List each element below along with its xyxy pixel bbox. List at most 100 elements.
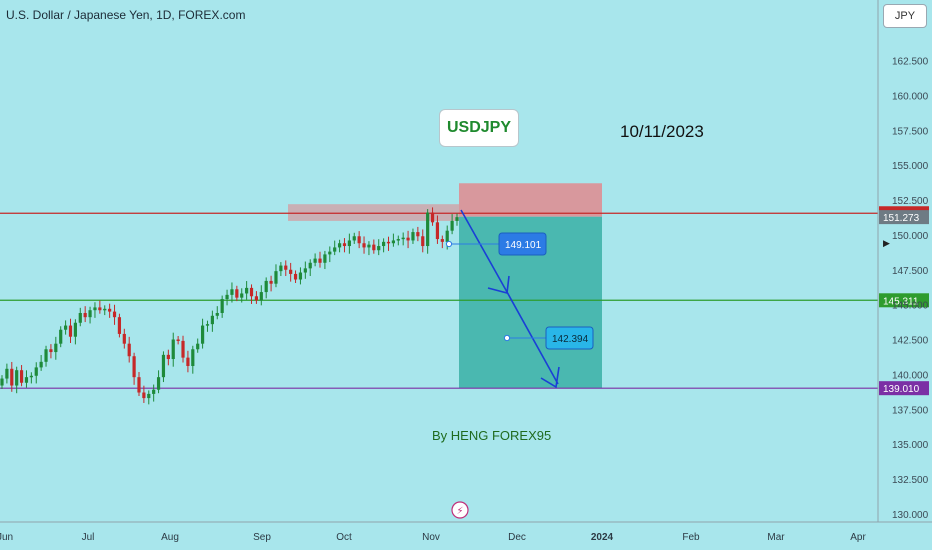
callout-label-target-2: 142.394 bbox=[552, 334, 589, 345]
candle-body bbox=[64, 325, 68, 330]
event-marker-icon bbox=[451, 501, 469, 519]
candle-body bbox=[73, 322, 77, 337]
candle-body bbox=[191, 349, 195, 367]
candle-body bbox=[34, 367, 38, 376]
candle-body bbox=[186, 357, 190, 367]
candle-body bbox=[440, 239, 444, 242]
candle-body bbox=[196, 343, 200, 350]
callout-box-target-1 bbox=[498, 232, 547, 256]
price-tag-label-last-price: 151.273 bbox=[883, 213, 920, 224]
candle-body bbox=[200, 325, 205, 344]
candle-body bbox=[19, 370, 24, 383]
candle-body bbox=[205, 324, 210, 326]
candle-body bbox=[328, 251, 332, 255]
candle-body bbox=[39, 361, 43, 368]
chart-title: U.S. Dollar / Japanese Yen, 1D, FOREX.co… bbox=[6, 8, 246, 22]
candle-body bbox=[152, 389, 156, 394]
candle-body bbox=[181, 340, 185, 358]
candle-body bbox=[298, 272, 303, 280]
currency-button[interactable]: JPY bbox=[883, 4, 927, 28]
candle-body bbox=[161, 354, 166, 378]
candle-body bbox=[391, 240, 395, 244]
y-tick-label: 152.500 bbox=[892, 196, 929, 207]
candle-body bbox=[249, 287, 254, 297]
candle-body bbox=[396, 239, 400, 241]
candle-body bbox=[132, 356, 136, 378]
y-tick-label: 132.500 bbox=[892, 475, 929, 486]
candle-body bbox=[49, 349, 53, 353]
y-tick-label: 137.500 bbox=[892, 405, 929, 416]
candle-body bbox=[245, 287, 249, 294]
candle-body bbox=[171, 339, 175, 360]
candle-body bbox=[29, 375, 33, 378]
arrows-layer: 149.101 142.394 bbox=[445, 209, 594, 389]
candle-body bbox=[352, 236, 356, 241]
stop-loss-zone bbox=[459, 183, 602, 217]
candle-body bbox=[450, 220, 454, 231]
price-tag-mid-support bbox=[879, 293, 929, 308]
candle-body bbox=[435, 222, 440, 240]
candle-body bbox=[117, 317, 122, 334]
candle-body bbox=[259, 292, 263, 301]
candle-body bbox=[411, 232, 415, 241]
y-tick-label: 140.000 bbox=[892, 370, 929, 381]
candle-body bbox=[166, 354, 170, 360]
price-tag-label-mid-support: 145.311 bbox=[883, 296, 919, 307]
x-tick-label: Sep bbox=[253, 532, 271, 543]
candle-body bbox=[416, 232, 420, 237]
candle-body bbox=[430, 212, 435, 223]
candle-body bbox=[406, 237, 410, 241]
y-tick-label: 162.500 bbox=[892, 57, 929, 68]
candle-body bbox=[98, 307, 102, 311]
candle-body bbox=[147, 393, 151, 399]
y-tick-label: 142.500 bbox=[892, 336, 929, 347]
resistance-zone bbox=[288, 204, 459, 221]
callout-anchor-target-1 bbox=[445, 240, 453, 248]
candle-body bbox=[445, 230, 449, 242]
candle-body bbox=[15, 370, 19, 386]
candle-body bbox=[362, 243, 366, 248]
y-tick-label: 160.000 bbox=[892, 91, 929, 102]
callout-label-target-1: 149.101 bbox=[505, 240, 542, 251]
callout-anchor-target-2 bbox=[503, 334, 511, 342]
trend-arrowhead-2 bbox=[540, 366, 560, 389]
candle-body bbox=[44, 349, 48, 362]
candle-body bbox=[303, 268, 307, 273]
candle-body bbox=[342, 243, 347, 247]
candle-body bbox=[176, 339, 180, 341]
candle-body bbox=[333, 247, 337, 252]
candle-body bbox=[372, 244, 376, 251]
x-tick-label: Dec bbox=[508, 532, 526, 543]
candle-body bbox=[274, 271, 278, 284]
candle-body bbox=[10, 368, 14, 386]
candle-body bbox=[112, 311, 117, 318]
candle-body bbox=[215, 312, 219, 316]
candle-body bbox=[83, 312, 87, 318]
candle-body bbox=[220, 299, 224, 313]
candle-body bbox=[122, 333, 126, 344]
candle-body bbox=[127, 343, 131, 357]
trend-arrow-segment-1 bbox=[460, 209, 508, 293]
candle-body bbox=[93, 307, 97, 311]
candle-body bbox=[269, 280, 273, 284]
candle-body bbox=[24, 377, 29, 383]
candle-body bbox=[5, 368, 9, 379]
candle-body bbox=[367, 244, 371, 248]
candle-body bbox=[210, 315, 214, 325]
y-tick-label: 157.500 bbox=[892, 126, 929, 137]
candle-body bbox=[289, 269, 293, 274]
candle-body bbox=[382, 241, 386, 247]
candles-layer bbox=[0, 207, 459, 405]
candle-body bbox=[313, 258, 317, 263]
y-tick-label: 135.000 bbox=[892, 440, 929, 451]
candle-body bbox=[318, 258, 322, 263]
candle-body bbox=[235, 289, 239, 298]
lightning-icon: ⚡ bbox=[456, 506, 463, 517]
scroll-marker-icon: ▶ bbox=[883, 238, 890, 248]
candle-body bbox=[308, 262, 312, 269]
candle-body bbox=[59, 329, 63, 344]
candle-body bbox=[156, 377, 161, 390]
